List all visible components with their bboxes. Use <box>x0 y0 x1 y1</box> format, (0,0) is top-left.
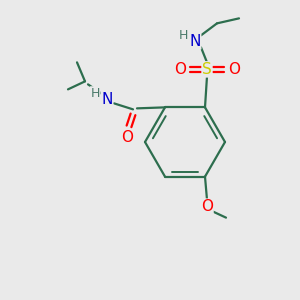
Text: O: O <box>228 62 240 77</box>
Text: O: O <box>174 62 186 77</box>
Text: H: H <box>178 29 188 42</box>
Text: N: N <box>101 92 113 107</box>
Text: S: S <box>202 62 212 77</box>
Text: O: O <box>121 130 133 145</box>
Text: N: N <box>189 34 201 49</box>
Text: H: H <box>90 87 100 100</box>
Text: O: O <box>201 199 213 214</box>
